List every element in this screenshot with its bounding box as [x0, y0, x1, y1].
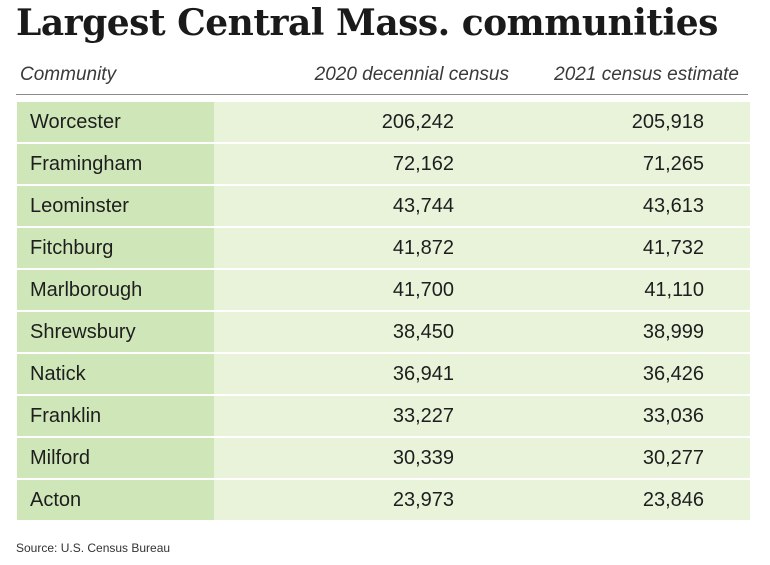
table-row: Shrewsbury 38,450 38,999 [17, 312, 750, 352]
table-row: Leominster 43,744 43,613 [17, 186, 750, 226]
community-name-cell: Acton [17, 480, 214, 520]
table-row: Framingham 72,162 71,265 [17, 144, 750, 184]
census-2020-cell: 43,744 [214, 186, 471, 226]
estimate-2021-cell: 43,613 [471, 186, 750, 226]
column-header-2020-census: 2020 decennial census [314, 64, 509, 85]
estimate-2021-cell: 41,110 [471, 270, 750, 310]
chart-title: Largest Central Mass. communities [16, 2, 718, 44]
community-name-cell: Natick [17, 354, 214, 394]
table-row: Acton 23,973 23,846 [17, 480, 750, 520]
census-2020-cell: 38,450 [214, 312, 471, 352]
community-name-cell: Fitchburg [17, 228, 214, 268]
census-2020-cell: 41,872 [214, 228, 471, 268]
table-row: Milford 30,339 30,277 [17, 438, 750, 478]
census-2020-cell: 30,339 [214, 438, 471, 478]
census-2020-cell: 23,973 [214, 480, 471, 520]
estimate-2021-cell: 36,426 [471, 354, 750, 394]
estimate-2021-cell: 41,732 [471, 228, 750, 268]
community-name-cell: Worcester [17, 102, 214, 142]
estimate-2021-cell: 23,846 [471, 480, 750, 520]
table-row: Worcester 206,242 205,918 [17, 102, 750, 142]
estimate-2021-cell: 38,999 [471, 312, 750, 352]
census-2020-cell: 41,700 [214, 270, 471, 310]
table-row: Franklin 33,227 33,036 [17, 396, 750, 436]
column-header-2021-estimate: 2021 census estimate [554, 64, 739, 85]
census-2020-cell: 72,162 [214, 144, 471, 184]
estimate-2021-cell: 30,277 [471, 438, 750, 478]
table-row: Natick 36,941 36,426 [17, 354, 750, 394]
table-row: Fitchburg 41,872 41,732 [17, 228, 750, 268]
census-table: Worcester 206,242 205,918 Framingham 72,162 7… [17, 102, 750, 522]
estimate-2021-cell: 205,918 [471, 102, 750, 142]
source-note: Source: U.S. Census Bureau [16, 541, 171, 555]
column-header-community: Community [20, 64, 117, 85]
header-divider [16, 94, 748, 95]
census-2020-cell: 206,242 [214, 102, 471, 142]
community-name-cell: Marlborough [17, 270, 214, 310]
estimate-2021-cell: 71,265 [471, 144, 750, 184]
community-name-cell: Shrewsbury [17, 312, 214, 352]
census-2020-cell: 36,941 [214, 354, 471, 394]
community-name-cell: Framingham [17, 144, 214, 184]
census-2020-cell: 33,227 [214, 396, 471, 436]
table-row: Marlborough 41,700 41,110 [17, 270, 750, 310]
estimate-2021-cell: 33,036 [471, 396, 750, 436]
community-name-cell: Leominster [17, 186, 214, 226]
community-name-cell: Milford [17, 438, 214, 478]
community-name-cell: Franklin [17, 396, 214, 436]
